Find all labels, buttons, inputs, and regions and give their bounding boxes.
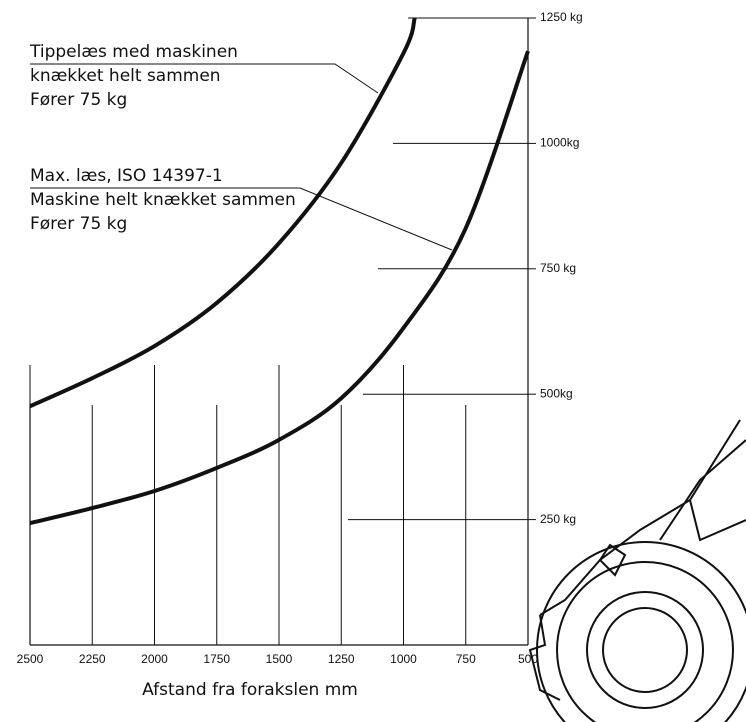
annotation: Fører 75 kg — [30, 214, 127, 234]
annotation: Max. læs, ISO 14397-1 — [30, 166, 223, 186]
x-axis-label: Afstand fra forakslen mm — [142, 680, 358, 700]
y-tick-label: 250 kg — [540, 512, 576, 526]
x-tick-label: 1000 — [390, 652, 417, 666]
x-tick-label: 1500 — [266, 652, 293, 666]
y-tick-label: 500kg — [540, 386, 573, 400]
y-tick-label: 1250 kg — [540, 10, 583, 24]
curve — [29, 50, 530, 526]
y-tick-label: 750 kg — [540, 261, 576, 275]
annotation: knækket helt sammen — [30, 66, 221, 86]
y-tick-label: 1000kg — [540, 136, 579, 150]
x-tick-label: 1250 — [328, 652, 355, 666]
x-tick-label: 2500 — [17, 652, 44, 666]
annotation: Tippelæs med maskinen — [29, 42, 238, 62]
x-tick-label: 2000 — [141, 652, 168, 666]
leader-line — [30, 63, 379, 94]
x-tick-label: 1750 — [203, 652, 230, 666]
x-tick-label: 500 — [518, 652, 538, 666]
x-tick-label: 750 — [456, 652, 476, 666]
annotation: Maskine helt knækket sammen — [30, 190, 296, 210]
machine-drawing — [528, 419, 746, 722]
leader-line — [30, 187, 453, 251]
x-tick-label: 2250 — [79, 652, 106, 666]
annotation: Fører 75 kg — [30, 90, 127, 110]
curve — [29, 17, 417, 409]
